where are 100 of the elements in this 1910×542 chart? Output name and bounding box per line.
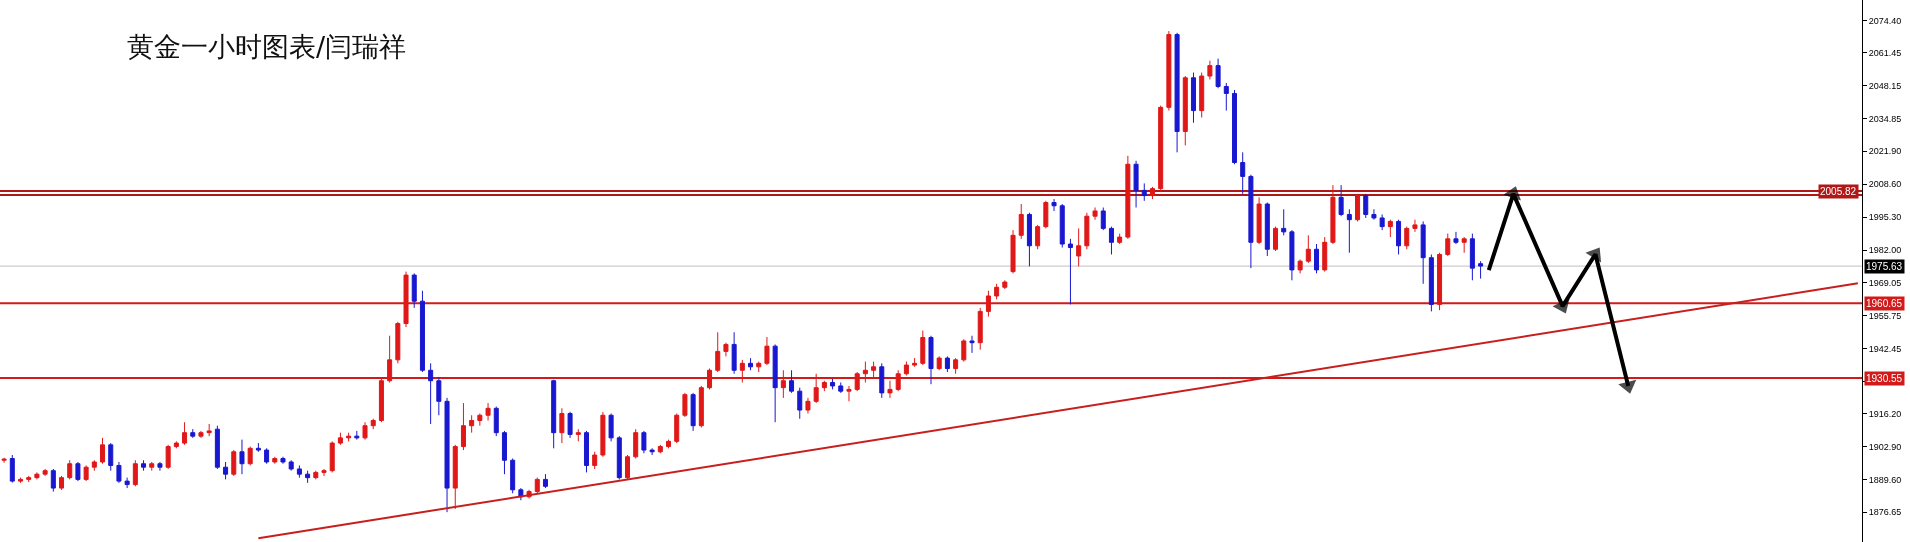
candlestick: [1207, 60, 1213, 81]
candlestick: [313, 470, 319, 480]
candlestick: [1396, 219, 1402, 255]
candlestick: [772, 343, 778, 423]
candlestick: [1478, 260, 1484, 280]
candlestick: [1248, 174, 1254, 269]
candlestick: [961, 338, 967, 363]
candlestick: [452, 444, 458, 510]
candlestick: [641, 430, 647, 454]
candlestick: [780, 369, 786, 399]
candlestick: [67, 459, 73, 480]
candlestick: [26, 475, 32, 483]
candlestick: [1010, 229, 1016, 274]
candlestick: [214, 425, 220, 470]
candlestick: [805, 397, 811, 415]
candlestick: [846, 385, 852, 402]
candlestick: [428, 362, 434, 425]
candlestick: [1035, 224, 1041, 250]
candlestick: [124, 477, 130, 489]
candlestick: [288, 459, 294, 472]
candlestick: [264, 447, 270, 465]
candlestick: [485, 402, 491, 421]
candlestick: [748, 357, 754, 371]
ref-line-label: 2005.82: [1820, 186, 1857, 197]
candlestick: [1453, 231, 1459, 245]
candlestick: [116, 461, 122, 484]
candlestick: [1182, 75, 1188, 146]
y-tick-label: 2021.90: [1868, 146, 1902, 157]
candlestick: [977, 307, 983, 351]
candlestick: [354, 430, 360, 441]
candlestick: [928, 335, 934, 385]
candlestick: [542, 473, 548, 489]
candlestick: [1445, 233, 1451, 257]
candlestick: [83, 464, 89, 482]
candlestick: [764, 336, 770, 366]
candlestick: [42, 468, 48, 477]
candlestick: [1469, 233, 1475, 281]
candlestick: [141, 459, 147, 472]
candlestick: [1223, 82, 1229, 112]
candlestick: [731, 331, 737, 375]
candlestick: [255, 442, 261, 453]
candlestick: [912, 357, 918, 368]
candlestick: [797, 387, 803, 420]
candlestick: [887, 380, 893, 399]
candlestick: [1338, 184, 1344, 217]
candlestick: [1018, 203, 1024, 240]
candlestick: [296, 464, 302, 479]
candlestick: [1076, 227, 1082, 267]
candlestick: [1117, 233, 1123, 245]
candlestick: [559, 407, 565, 444]
candlestick: [789, 369, 795, 394]
candlestick: [329, 440, 335, 473]
candlestick: [100, 437, 106, 465]
candlestick: [608, 413, 614, 442]
candlestick: [305, 470, 311, 484]
candlestick: [1240, 151, 1246, 195]
candlestick: [387, 335, 393, 383]
candlestick: [936, 355, 942, 371]
candlestick: [1100, 207, 1106, 231]
candlestick: [879, 362, 885, 399]
candlestick: [149, 461, 155, 472]
candlestick: [190, 428, 196, 439]
y-tick-label: 1942.45: [1868, 343, 1902, 354]
candlestick: [346, 432, 352, 442]
candlestick: [1412, 219, 1418, 233]
candlestick: [649, 447, 655, 456]
point: [1503, 186, 1521, 201]
candlestick: [501, 430, 507, 475]
candlestick: [616, 435, 622, 480]
candlestick: [871, 361, 877, 380]
candlestick: [592, 451, 598, 470]
candlestick: [1002, 279, 1008, 290]
candlestick: [1281, 208, 1287, 236]
candlestick: [1428, 253, 1434, 312]
candlestick: [624, 454, 631, 480]
candlestick: [567, 411, 573, 439]
candlestick: [165, 444, 171, 470]
candlestick: [469, 414, 475, 434]
candlestick: [395, 321, 401, 364]
y-tick-label: 1955.75: [1868, 310, 1902, 321]
candlestick: [1322, 236, 1328, 273]
candlestick: [985, 290, 991, 318]
candlestick: [1379, 213, 1385, 231]
candlestick: [583, 430, 589, 473]
candlestick: [198, 430, 204, 439]
candlestick: [510, 458, 516, 494]
candlestick: [1420, 220, 1426, 285]
candlestick: [969, 335, 975, 354]
candlestick: [698, 385, 704, 428]
candlestick: [50, 468, 56, 493]
candlestick: [34, 471, 40, 480]
candlestick: [920, 330, 926, 366]
candlestick: [1346, 208, 1352, 254]
point: [1552, 298, 1570, 314]
candlestick: [723, 342, 729, 357]
candlestick: [674, 413, 680, 444]
candlestick: [436, 376, 442, 416]
candlestick: [280, 456, 286, 465]
candlestick: [1026, 212, 1032, 267]
candlestick: [1264, 202, 1270, 257]
